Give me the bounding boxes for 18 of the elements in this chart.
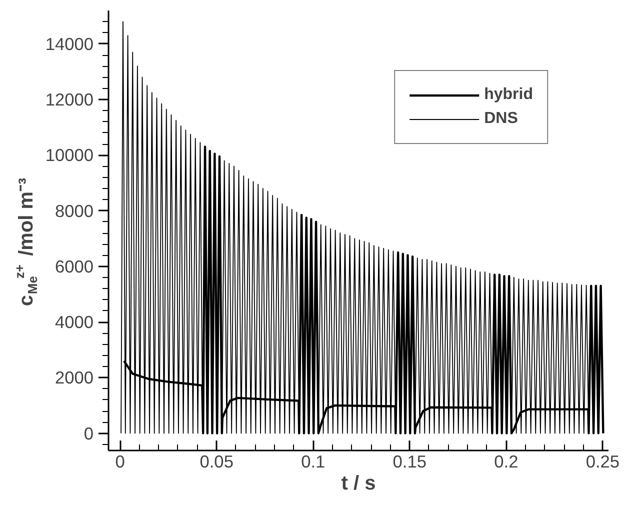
x-tick-label: 0.2 (494, 452, 518, 472)
y-tick-label: 14000 (45, 34, 94, 54)
y-tick-label: 6000 (54, 256, 94, 276)
legend-label: hybrid (484, 86, 533, 104)
x-tick-label: 0.15 (392, 452, 427, 472)
y-tick-label: 4000 (54, 312, 94, 332)
y-tick-label: 10000 (45, 145, 94, 166)
y-tick-label: 2000 (54, 368, 94, 388)
y-axis-title: cMez+ /mol m⁻³ (12, 177, 40, 306)
y-tick-label: 12000 (45, 90, 94, 110)
y-tick-label: 8000 (54, 200, 94, 221)
x-tick-label: 0.05 (200, 452, 234, 472)
x-tick-label: 0 (115, 452, 125, 472)
x-tick-label: 0.1 (301, 452, 326, 472)
legend-label: DNS (484, 110, 518, 128)
y-tick-label: 0 (84, 423, 94, 444)
x-axis-title: t / s (341, 472, 376, 494)
x-tick-label: 0.25 (586, 452, 620, 472)
